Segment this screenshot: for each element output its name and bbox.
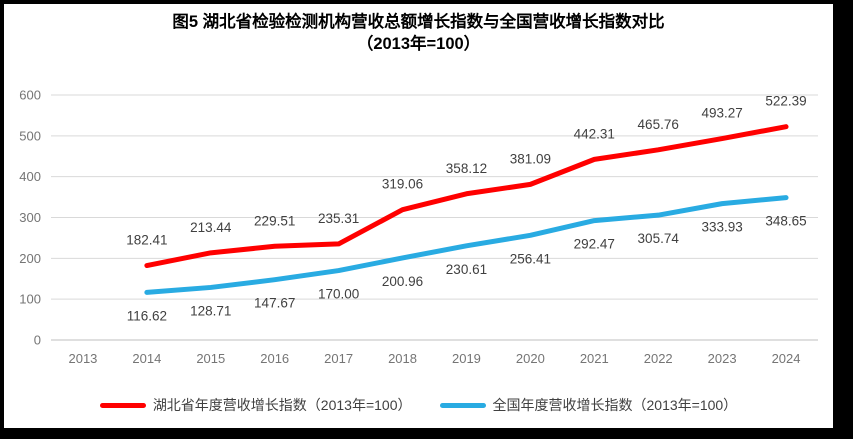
chart-title-line2: （2013年=100） <box>356 35 481 53</box>
blue-line-swatch-icon <box>439 402 486 408</box>
data-label: 292.47 <box>574 237 615 252</box>
x-tick-label: 2018 <box>388 351 417 366</box>
x-tick-label: 2016 <box>260 351 289 366</box>
data-label: 381.09 <box>510 151 551 166</box>
data-label: 147.67 <box>254 296 295 311</box>
x-tick-label: 2019 <box>452 351 481 366</box>
data-label: 128.71 <box>190 303 231 318</box>
x-tick-label: 2017 <box>324 351 353 366</box>
y-tick-label: 0 <box>34 333 41 348</box>
data-label: 182.41 <box>126 233 167 248</box>
chart-title-line1: 图5 湖北省检验检测机构营收总额增长指数与全国营收增长指数对比 <box>172 13 665 31</box>
y-tick-label: 400 <box>19 169 41 184</box>
line-chart: 0 100 200 300 400 500 600 2013 2014 2015 2016 2017 2… <box>19 88 818 366</box>
x-tick-label: 2020 <box>516 351 545 366</box>
x-tick-label: 2015 <box>196 351 225 366</box>
x-tick-label: 2014 <box>132 351 161 366</box>
data-label: 319.06 <box>382 177 423 192</box>
x-tick-label: 2024 <box>772 351 801 366</box>
legend-label-hubei: 湖北省年度营收增长指数（2013年=100） <box>152 397 412 413</box>
x-tick-label: 2021 <box>580 351 609 366</box>
y-tick-label: 500 <box>19 128 41 143</box>
chart-legend: 湖北省年度营收增长指数（2013年=100） 全国年度营收增长指数（2013年=… <box>4 395 833 415</box>
data-label: 493.27 <box>701 106 742 121</box>
data-label: 116.62 <box>127 308 167 323</box>
data-label: 235.31 <box>318 211 359 226</box>
y-tick-label: 600 <box>19 88 41 103</box>
series-line-0 <box>144 124 789 269</box>
x-tick-label: 2023 <box>708 351 737 366</box>
chart-title: 图5 湖北省检验检测机构营收总额增长指数与全国营收增长指数对比 （2013年=1… <box>4 11 833 55</box>
x-tick-label: 2013 <box>68 351 97 366</box>
data-label: 305.74 <box>638 231 680 246</box>
data-label: 465.76 <box>638 117 679 132</box>
series-line-1 <box>144 195 789 295</box>
legend-item-hubei: 湖北省年度营收增长指数（2013年=100） <box>99 395 412 415</box>
data-label: 229.51 <box>254 213 295 228</box>
data-label: 213.44 <box>190 220 232 235</box>
red-line-swatch-icon <box>99 402 146 408</box>
data-label: 442.31 <box>574 126 615 141</box>
data-label: 333.93 <box>701 220 742 235</box>
y-tick-label: 100 <box>19 292 41 307</box>
x-tick-label: 2022 <box>644 351 673 366</box>
data-label: 348.65 <box>765 214 806 229</box>
legend-item-national: 全国年度营收增长指数（2013年=100） <box>439 395 738 415</box>
data-label: 358.12 <box>446 161 487 176</box>
data-label: 200.96 <box>382 274 423 289</box>
legend-label-national: 全国年度营收增长指数（2013年=100） <box>492 397 738 413</box>
y-tick-label: 200 <box>19 251 41 266</box>
data-label: 256.41 <box>510 251 551 266</box>
data-label: 230.61 <box>446 262 487 277</box>
y-tick-label: 300 <box>19 210 41 225</box>
data-label: 170.00 <box>318 287 359 302</box>
data-label: 522.39 <box>765 94 806 109</box>
